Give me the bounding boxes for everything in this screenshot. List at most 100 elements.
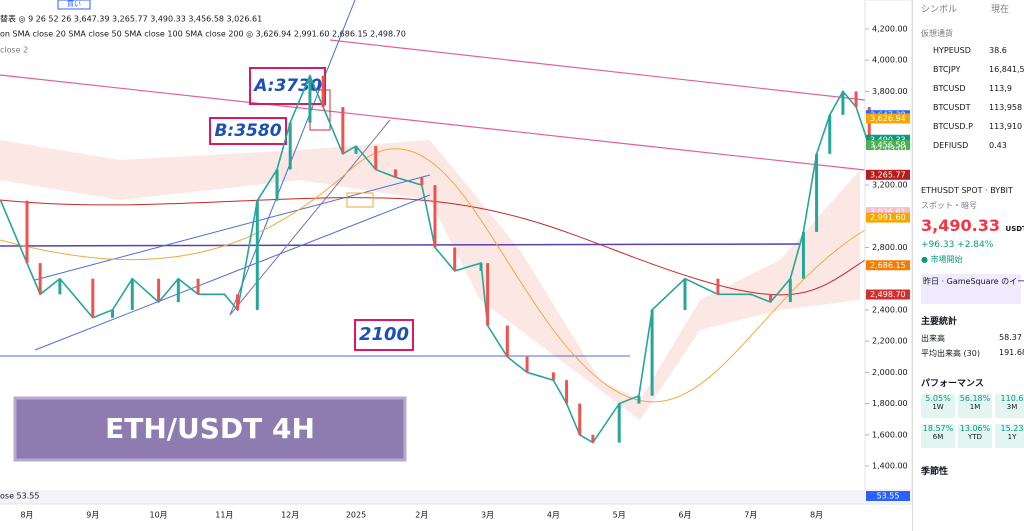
indicator-badge — [866, 491, 910, 501]
time-label: 11月 — [215, 511, 233, 520]
perf-value: 18.57% — [922, 424, 954, 433]
perf-title: パフォーマンス — [921, 379, 984, 389]
candle — [393, 169, 397, 178]
candle — [288, 122, 292, 170]
time-label: 5月 — [613, 511, 626, 520]
time-label: 8月 — [20, 511, 33, 520]
price-label: 2,400.00 — [872, 305, 908, 314]
status: ● 市場開始 — [921, 255, 963, 264]
perf-cell: 15.23 1Y — [995, 424, 1024, 448]
candle — [801, 231, 805, 279]
time-label: 2月 — [415, 511, 428, 520]
candle — [650, 309, 654, 396]
last: 0.43 — [989, 141, 1007, 150]
price-label: 4,000.00 — [872, 56, 908, 65]
candle — [749, 294, 753, 296]
trendline — [329, 39, 866, 101]
candle — [255, 200, 259, 310]
candle — [841, 91, 845, 115]
candle — [578, 403, 582, 435]
perf-cell: 5.05% 1W — [921, 394, 955, 418]
candle — [591, 434, 595, 443]
perf-value: 56.18% — [959, 394, 991, 403]
season-title: 季節性 — [921, 467, 949, 477]
perf-cell: 110.6 3M — [995, 394, 1024, 418]
symbol[interactable]: BTCUSD.P — [933, 122, 973, 131]
news[interactable]: 昨日 · GameSquare のイーサリアム運... — [921, 274, 1024, 304]
watch-row[interactable]: HYPEUSD 38.6 — [921, 46, 1024, 55]
candle — [479, 263, 483, 271]
time-label: 4月 — [547, 511, 560, 520]
price-badge — [866, 207, 910, 218]
price-badge-label: 3,265.77 — [870, 170, 906, 179]
change: +96.33 +2.84% — [921, 240, 994, 250]
candle — [176, 278, 180, 303]
candle — [111, 309, 115, 318]
candle — [321, 75, 325, 108]
symbol-info: ETHUSDT SPOT · BYBIT — [921, 186, 1013, 195]
last: 16,841,50 — [989, 65, 1024, 74]
perf-period: 1Y — [1007, 433, 1017, 441]
candle — [637, 395, 641, 404]
price-label: 1,800.00 — [872, 399, 908, 408]
symbol[interactable]: BTCUSD — [933, 84, 966, 93]
candle — [867, 107, 871, 147]
box — [346, 192, 374, 208]
perf-cell: 18.57% 6M — [921, 424, 955, 448]
price-line — [0, 73, 870, 444]
candle — [433, 185, 437, 248]
price-badge-label: 3,456.58 — [870, 141, 906, 150]
perf-value: 110.6 — [1000, 394, 1024, 403]
fan-line — [229, 0, 356, 316]
time-label: 9月 — [86, 511, 99, 520]
last: 113,958 — [989, 103, 1023, 112]
buy-button[interactable] — [57, 0, 91, 10]
candle — [236, 294, 240, 310]
price-badge-label: 3,490.33 — [870, 135, 906, 144]
symbol[interactable]: HYPEUSD — [933, 46, 971, 55]
watch-row[interactable]: BTCUSDT 113,958 — [921, 103, 1024, 112]
candle — [374, 146, 378, 170]
candle — [354, 146, 358, 154]
time-label: 8月 — [810, 511, 823, 520]
price-badge-label: 3,026.61 — [870, 208, 906, 217]
time-label: 10月 — [150, 511, 168, 520]
perf-cell: 56.18% 1M — [958, 394, 992, 418]
price-badge — [866, 134, 910, 145]
buy-button-label[interactable]: 買い — [67, 0, 81, 8]
ichimoku-cloud — [0, 140, 860, 420]
candle — [341, 107, 345, 154]
time-label: 2025 — [346, 511, 366, 520]
candle — [453, 247, 457, 271]
sma-200 — [0, 197, 866, 296]
candle — [769, 294, 773, 303]
watch-row[interactable]: BTCUSD.P 113,910 — [921, 122, 1024, 131]
candle — [91, 278, 95, 318]
watch-row[interactable]: DEFIUSD 0.43 — [921, 141, 1024, 150]
price: 3,490.33 USDT — [921, 216, 1024, 235]
last: 113,910 — [989, 122, 1023, 131]
candle — [157, 278, 161, 303]
symbol[interactable]: BTCUSDT — [933, 103, 971, 112]
price-badge-label: 2,686.15 — [870, 261, 906, 270]
perf-value: 13.06% — [959, 424, 991, 433]
candle — [308, 75, 312, 123]
perf-cell: 13.06% YTD — [958, 424, 992, 448]
candle — [716, 278, 720, 295]
perf-period: YTD — [968, 433, 982, 441]
time-label: 12月 — [281, 511, 299, 520]
symbol[interactable]: DEFIUSD — [933, 141, 969, 150]
legend-line: close 2 — [0, 46, 28, 55]
perf-period: 1W — [932, 403, 944, 411]
col-header: シンボル 現在 — [921, 5, 1010, 15]
watch-row[interactable]: BTCUSD 113,9 — [921, 84, 1024, 93]
price-badge — [866, 140, 910, 151]
symbol[interactable]: BTCJPY — [933, 65, 961, 74]
candle — [38, 263, 42, 295]
time-label: 6月 — [678, 511, 691, 520]
banner — [13, 396, 407, 462]
watch-row[interactable]: BTCJPY 16,841,50 — [921, 65, 1024, 74]
price-label: 4,200.00 — [872, 25, 908, 34]
candle — [420, 177, 424, 186]
